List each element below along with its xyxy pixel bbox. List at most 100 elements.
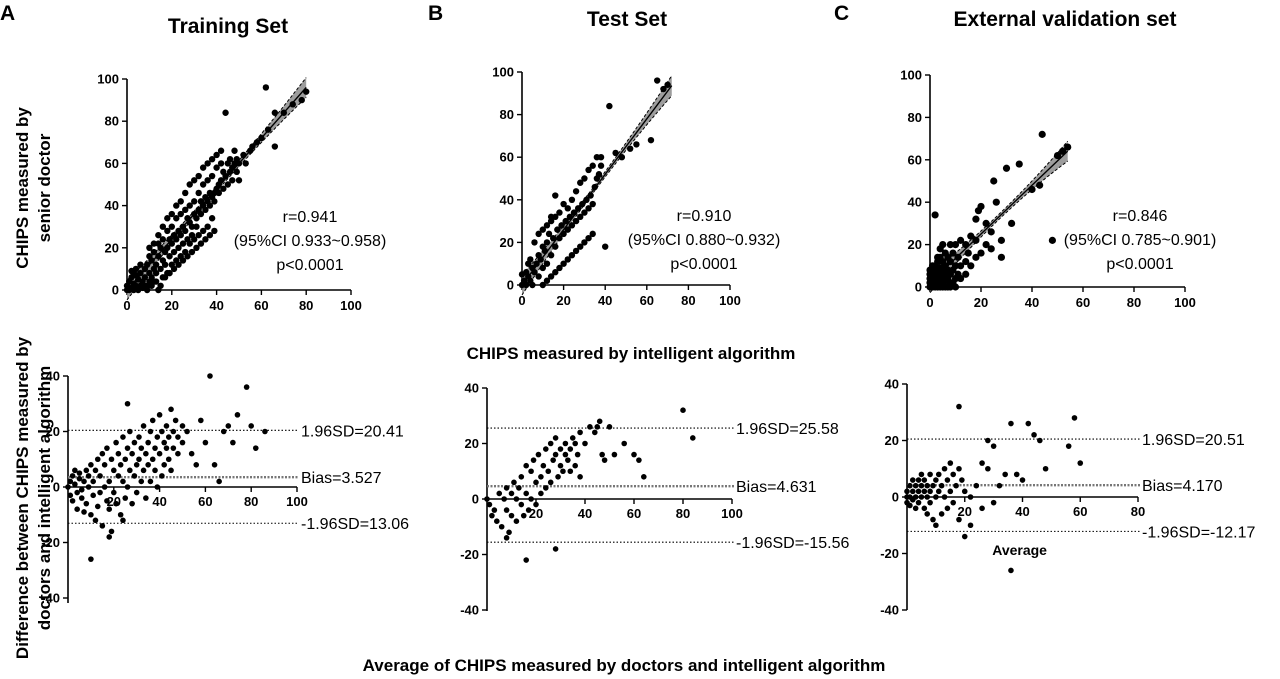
data-point [938,511,945,517]
data-point [229,177,236,184]
x-tick-label: 0 [123,298,130,313]
data-point [997,253,1006,261]
data-point [191,198,198,205]
y-tick-label: -20 [880,546,899,561]
data-point [1013,471,1020,478]
data-point [140,467,147,474]
data-point [570,209,578,216]
data-point [518,474,525,480]
data-point [252,445,259,451]
y-tick-label: 80 [105,114,119,129]
data-point [106,478,113,485]
data-point [547,273,555,280]
y-tick-label: -20 [41,535,60,550]
data-point [217,160,225,167]
data-point [596,418,603,425]
data-point [72,467,78,474]
data-point [522,281,530,289]
data-point [220,428,227,435]
data-point [533,501,539,508]
x-tick-label: 40 [152,494,166,509]
data-point [540,462,547,469]
data-point [592,429,598,436]
data-point [556,234,563,242]
data-point [550,234,557,242]
data-point [202,236,209,243]
y-tick-label: 40 [46,369,60,384]
data-point [933,522,939,529]
data-point [156,412,163,418]
data-point [918,494,925,500]
data-point [597,154,605,161]
data-point [987,228,995,236]
data-point [208,215,216,222]
data-point [967,522,974,529]
data-point [88,462,94,468]
data-point [191,177,198,184]
data-point [170,248,178,256]
x-tick-label: 60 [1073,504,1087,519]
data-point [581,239,588,246]
data-point [206,231,214,239]
data-point [172,417,179,424]
data-point [303,88,310,95]
data-point [161,462,167,468]
data-point [611,451,618,458]
x-tick-label: 100 [1174,295,1196,310]
data-point [145,462,151,468]
panel-title-test: Test Set [587,8,667,31]
data-point [72,481,78,488]
average-axis-label: Average [992,542,1047,558]
data-point [944,505,951,512]
data-point [159,473,165,479]
data-point [566,213,574,221]
data-point [531,269,538,276]
data-point [918,471,925,478]
data-point [962,257,970,266]
y-tick-label: 40 [105,198,119,213]
data-point [567,468,574,475]
data-point [170,265,178,273]
data-point [166,269,173,277]
data-point [179,240,187,247]
data-point [525,507,532,513]
data-point [149,417,156,424]
limit-label: Bias=4.631 [736,479,817,496]
data-point [168,210,175,218]
data-point [106,534,113,540]
data-point [951,262,960,270]
data-point [137,269,144,277]
data-point [562,440,569,447]
data-point [647,136,655,144]
data-point [127,467,133,474]
y-tick-label: 40 [500,192,514,207]
y-tick-label: 60 [105,156,119,171]
data-point [211,198,218,205]
data-point [547,440,554,447]
data-point [145,439,151,446]
data-point [152,261,160,268]
data-point [175,434,181,440]
data-point [94,456,101,463]
data-point [146,253,153,260]
x-tick-label: 40 [209,298,223,313]
data-point [108,456,115,463]
data-point [240,151,247,159]
data-point [67,478,74,485]
data-point [165,434,172,440]
x-tick-label: 0 [518,293,525,308]
data-point [166,253,173,260]
bottom-y-axis-title-line2: doctors and intelligent algorithm [35,366,54,630]
data-point [591,183,598,191]
data-point [179,257,187,264]
data-point [560,230,567,238]
data-point [175,244,182,251]
data-point [136,434,142,440]
data-point [921,488,928,495]
data-point [944,477,951,483]
data-point [961,533,968,540]
data-point [947,488,954,495]
x-tick-label: 80 [244,494,258,509]
data-point [547,251,555,259]
data-point [528,496,534,502]
